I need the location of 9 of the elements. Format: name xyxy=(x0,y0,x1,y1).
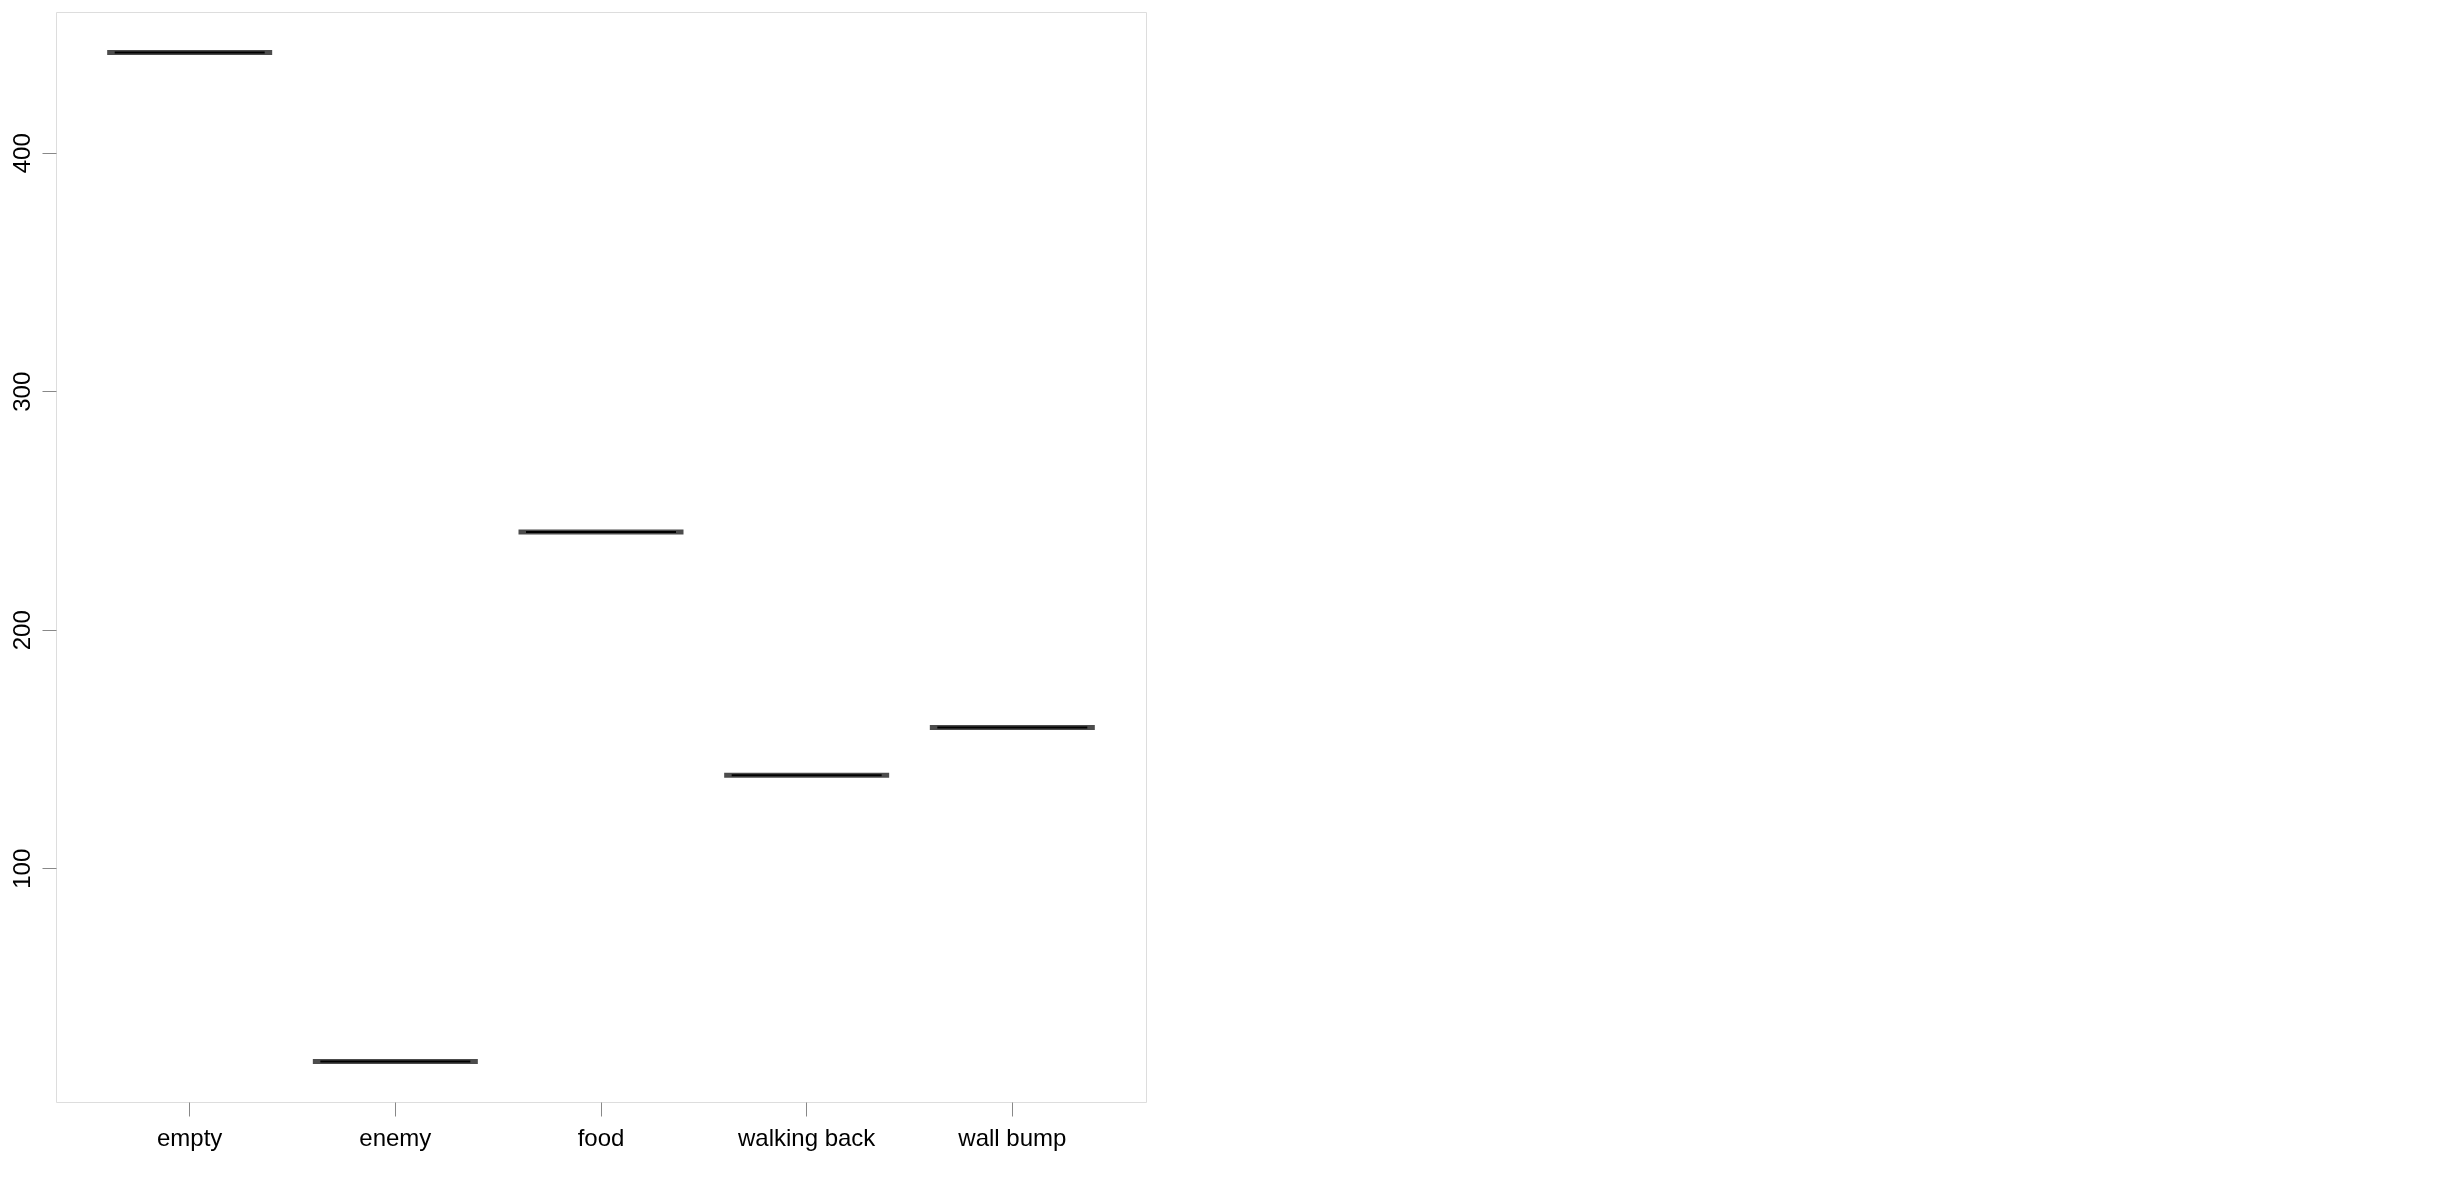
y-tick-label: 400 xyxy=(7,133,35,174)
x-tick-label: food xyxy=(577,1123,625,1151)
y-tick-label: 200 xyxy=(7,610,35,651)
x-tick-label: enemy xyxy=(359,1123,432,1151)
y-tick-label: 300 xyxy=(7,371,35,412)
x-tick-label: walking back xyxy=(736,1123,877,1151)
x-tick-label: wall bump xyxy=(957,1123,1067,1151)
x-tick-label: empty xyxy=(157,1123,223,1151)
y-tick-label: 100 xyxy=(7,848,35,889)
